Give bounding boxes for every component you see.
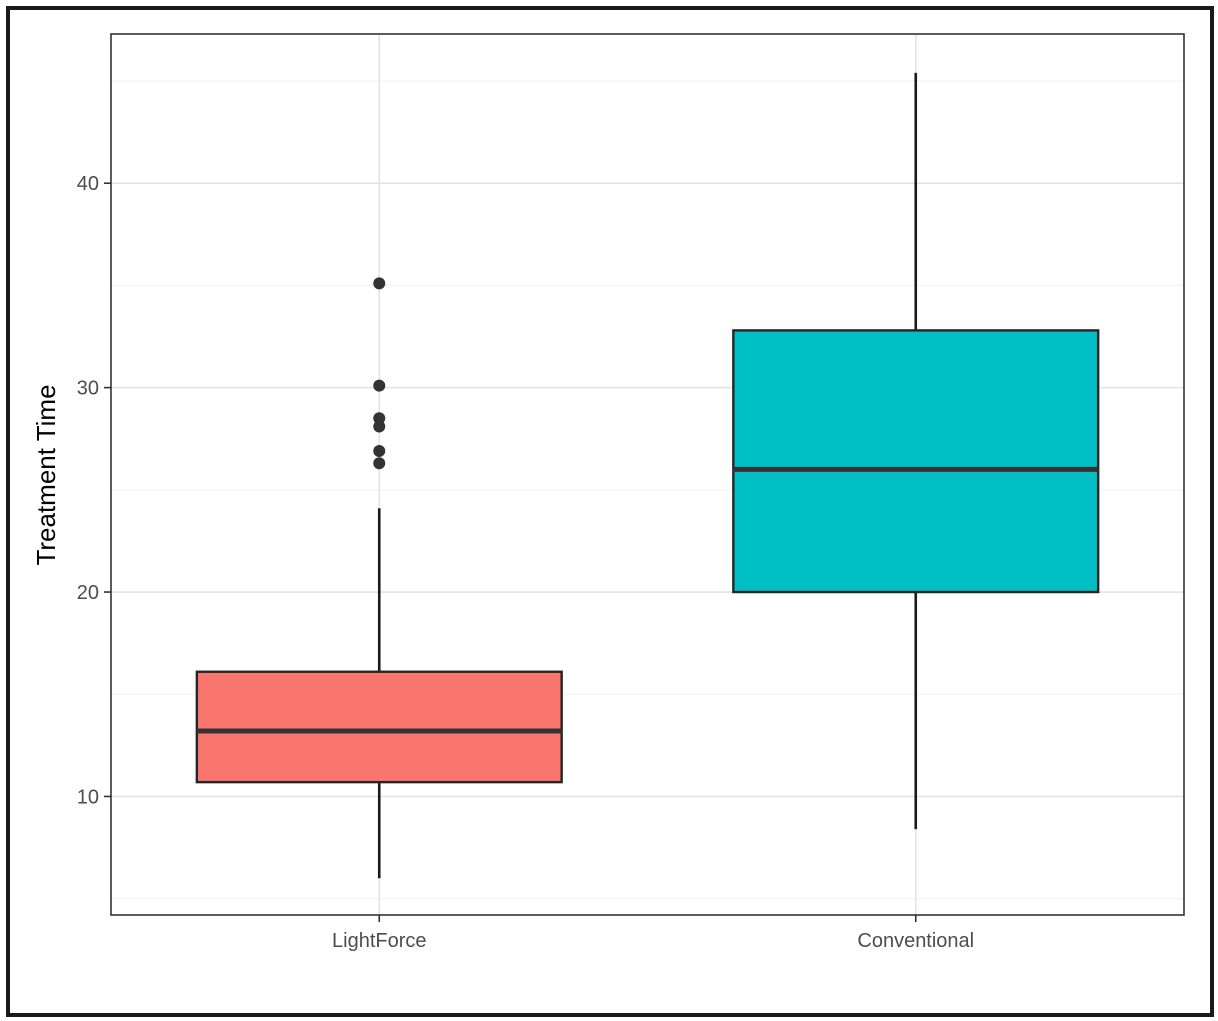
outlier-point: [373, 277, 386, 290]
y-tick-label: 30: [77, 378, 99, 400]
box-lightforce: [195, 277, 563, 879]
y-tick-label: 40: [77, 173, 99, 195]
box-iqr: [195, 670, 563, 784]
y-tick-label: 10: [77, 786, 99, 808]
outlier-point: [373, 379, 386, 392]
x-tick-label: LightForce: [332, 930, 427, 952]
outlier-point: [373, 444, 386, 457]
box-iqr: [732, 329, 1100, 594]
y-tick-label: 20: [77, 582, 99, 604]
box-conventional: [732, 72, 1100, 830]
panel-border: [110, 33, 1185, 916]
axes: 10 20 30 40 LightForce Conventional: [77, 173, 974, 952]
boxes: [195, 72, 1100, 879]
outlier-point: [373, 420, 386, 433]
outlier-point: [373, 457, 386, 470]
x-tick-label: Conventional: [857, 930, 974, 952]
y-axis-title: Treatment Time: [31, 384, 61, 565]
